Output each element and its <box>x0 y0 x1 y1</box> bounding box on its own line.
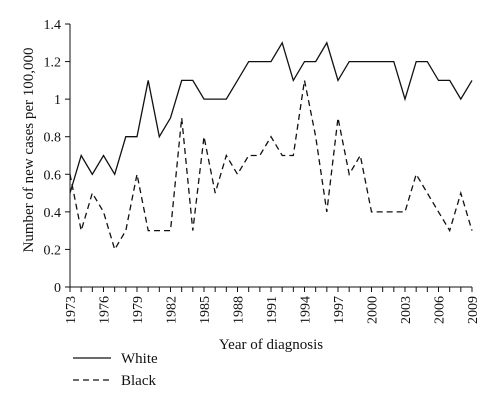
y-axis-label: Number of new cases per 100,000 <box>21 48 37 253</box>
x-tick-label: 2003 <box>399 296 414 324</box>
y-tick-label: 0.8 <box>44 131 62 146</box>
x-tick-label: 1973 <box>64 296 79 324</box>
x-tick-label: 1994 <box>299 296 314 324</box>
y-tick-label: 0.4 <box>44 206 62 221</box>
legend-label-white: White <box>121 351 158 367</box>
legend-label-black: Black <box>121 373 156 389</box>
y-tick-label: 1 <box>54 93 61 108</box>
x-tick-label: 1976 <box>98 296 113 324</box>
plot-area <box>69 24 473 288</box>
legend: White Black <box>73 351 158 389</box>
x-tick-label: 1982 <box>165 296 180 324</box>
x-tick-label: 2009 <box>466 296 481 324</box>
series-line-black <box>69 80 473 252</box>
x-tick-label: 1988 <box>232 296 247 324</box>
y-axis: 0 0.2 0.4 0.6 0.8 1 1.2 1.4 <box>44 18 70 296</box>
x-tick-label: 2000 <box>366 296 381 324</box>
x-tick-label: 1985 <box>198 296 213 324</box>
x-tick-label: 2006 <box>433 296 448 324</box>
x-axis: 1973 1976 1979 1982 1985 1988 1991 1994 1997 2000… <box>64 287 481 324</box>
y-tick-label: 0.2 <box>44 243 62 258</box>
x-tick-label: 1991 <box>265 296 280 324</box>
x-tick-label: 1979 <box>131 296 146 324</box>
y-tick-label: 0.6 <box>44 168 62 183</box>
x-tick-label: 1997 <box>332 296 347 324</box>
y-tick-label: 1.2 <box>44 56 62 71</box>
x-axis-label: Year of diagnosis <box>219 337 323 353</box>
series-line-white <box>69 41 473 194</box>
y-tick-label: 1.4 <box>44 18 62 33</box>
y-tick-label: 0 <box>54 281 61 296</box>
